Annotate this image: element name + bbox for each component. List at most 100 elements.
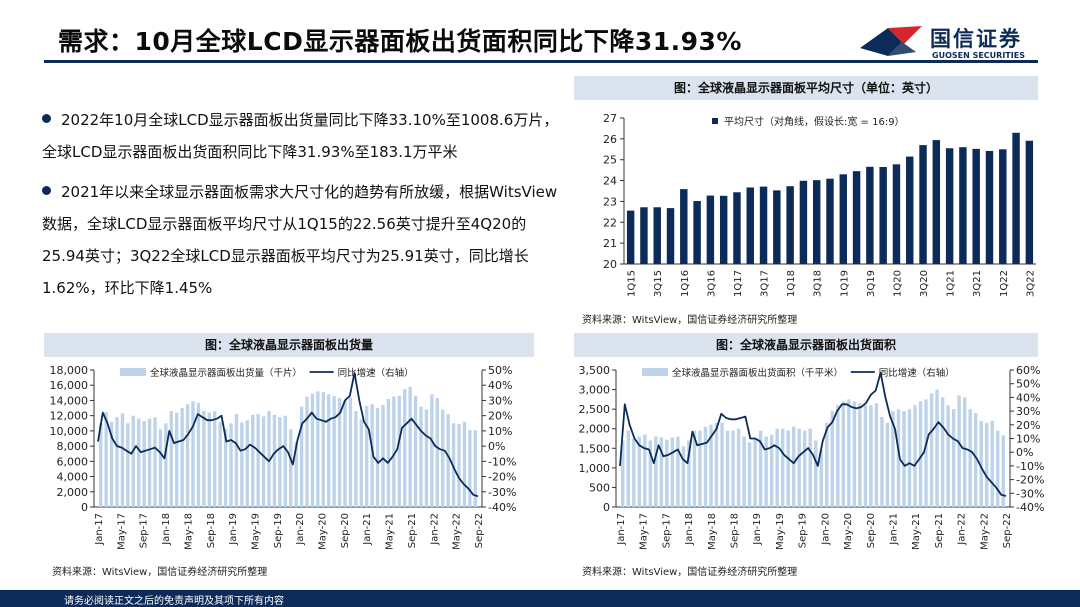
legend-line-label: 同比增速（右轴） bbox=[879, 367, 955, 379]
bar bbox=[637, 436, 642, 507]
bar bbox=[202, 411, 206, 507]
footer-bar: 请务必阅读正文之后的免责声明及其项下所有内容 bbox=[0, 590, 1080, 607]
bar bbox=[891, 411, 895, 507]
left-tick-label: 500 bbox=[589, 481, 610, 494]
bar bbox=[799, 180, 808, 264]
right-tick-label: -20% bbox=[1016, 474, 1044, 487]
x-tick-label: Jan-18 bbox=[684, 513, 695, 546]
bar bbox=[746, 187, 754, 264]
bar bbox=[643, 434, 647, 507]
x-tick-label: Jan-20 bbox=[295, 513, 306, 546]
x-tick-label: May-21 bbox=[911, 513, 922, 550]
x-tick-label: Sep-20 bbox=[340, 513, 351, 548]
bar bbox=[229, 423, 233, 507]
shipments-chart-header: 图：全球液晶显示器面板出货量 bbox=[44, 333, 534, 357]
bar bbox=[979, 420, 983, 507]
left-tick-label: 2,000 bbox=[57, 486, 89, 499]
y-tick-label: 23 bbox=[603, 195, 617, 208]
bar bbox=[446, 414, 450, 507]
bar bbox=[962, 397, 967, 507]
bar bbox=[780, 428, 785, 507]
x-tick-label: Jan-22 bbox=[429, 513, 440, 546]
x-tick-label: 3Q17 bbox=[760, 270, 771, 297]
bullet-item: 2021年以来全球显示器面板需求大尺寸化的趋势有所放缓，根据WitsView数据… bbox=[42, 176, 562, 304]
area-chart: 0 500 1,000 1,500 2,000 2,500 3,000 3,500 -40%-3… bbox=[579, 364, 1045, 550]
x-tick-label: May-20 bbox=[843, 513, 854, 550]
bar bbox=[316, 391, 320, 507]
bar bbox=[659, 437, 664, 507]
bar bbox=[653, 207, 661, 264]
right-tick-label: 10% bbox=[1016, 433, 1040, 446]
left-tick-label: 4,000 bbox=[57, 471, 89, 484]
left-tick-label: 0 bbox=[603, 501, 610, 514]
bar bbox=[709, 424, 713, 507]
bar bbox=[874, 403, 879, 507]
avg-size-chart: 20 21 22 23 24 25 26 27 1Q15 3Q15 1Q16 3Q16 1Q17 3Q17… bbox=[603, 112, 1036, 297]
bar bbox=[999, 149, 1007, 264]
bar bbox=[819, 450, 823, 507]
right-tick-label: 0% bbox=[1016, 446, 1033, 459]
bar bbox=[814, 440, 818, 507]
bar bbox=[299, 406, 304, 507]
bar bbox=[109, 421, 114, 507]
bar bbox=[892, 164, 901, 264]
bar bbox=[370, 404, 374, 507]
bar bbox=[786, 186, 794, 264]
bar bbox=[719, 195, 728, 264]
bar bbox=[267, 411, 271, 507]
bar bbox=[736, 428, 741, 507]
x-tick-label: Jan-19 bbox=[752, 513, 763, 546]
bar bbox=[321, 392, 325, 507]
bar bbox=[626, 430, 630, 507]
bar bbox=[932, 140, 941, 264]
x-tick-label: May-19 bbox=[775, 513, 786, 550]
right-tick-label: 20% bbox=[488, 410, 512, 423]
legend-bar-swatch bbox=[642, 368, 668, 376]
bar bbox=[180, 408, 184, 507]
y-tick-label: 21 bbox=[603, 237, 617, 250]
bar bbox=[747, 442, 752, 507]
bar bbox=[392, 396, 396, 507]
size-chart-header: 图：全球液晶显示器面板平均尺寸（单位：英寸） bbox=[574, 76, 1038, 100]
right-tick-label: 30% bbox=[488, 394, 512, 407]
x-tick-label: May-22 bbox=[979, 513, 990, 550]
x-tick-label: Jan-21 bbox=[888, 513, 899, 546]
right-tick-label: 20% bbox=[1016, 419, 1040, 432]
bar bbox=[666, 208, 675, 264]
bar bbox=[245, 420, 249, 507]
bar bbox=[99, 423, 103, 507]
left-tick-label: 8,000 bbox=[57, 440, 89, 453]
x-tick-label: Sep-17 bbox=[139, 513, 150, 548]
bar bbox=[681, 446, 686, 507]
x-tick-label: May-18 bbox=[183, 513, 194, 550]
bar bbox=[773, 190, 781, 264]
y-tick-label: 26 bbox=[603, 133, 617, 146]
bar bbox=[256, 414, 260, 507]
left-tick-label: 18,000 bbox=[50, 364, 89, 377]
bar bbox=[733, 192, 741, 264]
left-tick-label: 2,500 bbox=[579, 403, 611, 416]
bar bbox=[812, 180, 821, 264]
bar bbox=[839, 174, 848, 264]
x-tick-label: Jan-22 bbox=[957, 513, 968, 546]
right-tick-label: 50% bbox=[1016, 378, 1040, 391]
right-tick-label: 60% bbox=[1016, 364, 1040, 377]
bar bbox=[753, 438, 757, 507]
bar bbox=[775, 428, 779, 507]
right-tick-label: -30% bbox=[1016, 487, 1044, 500]
bullet-dot bbox=[42, 186, 51, 195]
bar bbox=[731, 430, 735, 507]
x-tick-label: May-17 bbox=[639, 513, 650, 550]
x-tick-label: 1Q18 bbox=[786, 270, 797, 297]
x-tick-label: Sep-19 bbox=[798, 513, 809, 548]
bar bbox=[175, 412, 179, 507]
left-tick-label: 12,000 bbox=[50, 410, 89, 423]
y-tick-label: 20 bbox=[603, 258, 617, 271]
bar bbox=[852, 171, 861, 264]
bar bbox=[758, 430, 763, 507]
bar bbox=[153, 417, 157, 507]
bar bbox=[808, 428, 812, 507]
bar bbox=[852, 401, 857, 507]
bar bbox=[251, 414, 255, 507]
bar bbox=[797, 428, 801, 507]
